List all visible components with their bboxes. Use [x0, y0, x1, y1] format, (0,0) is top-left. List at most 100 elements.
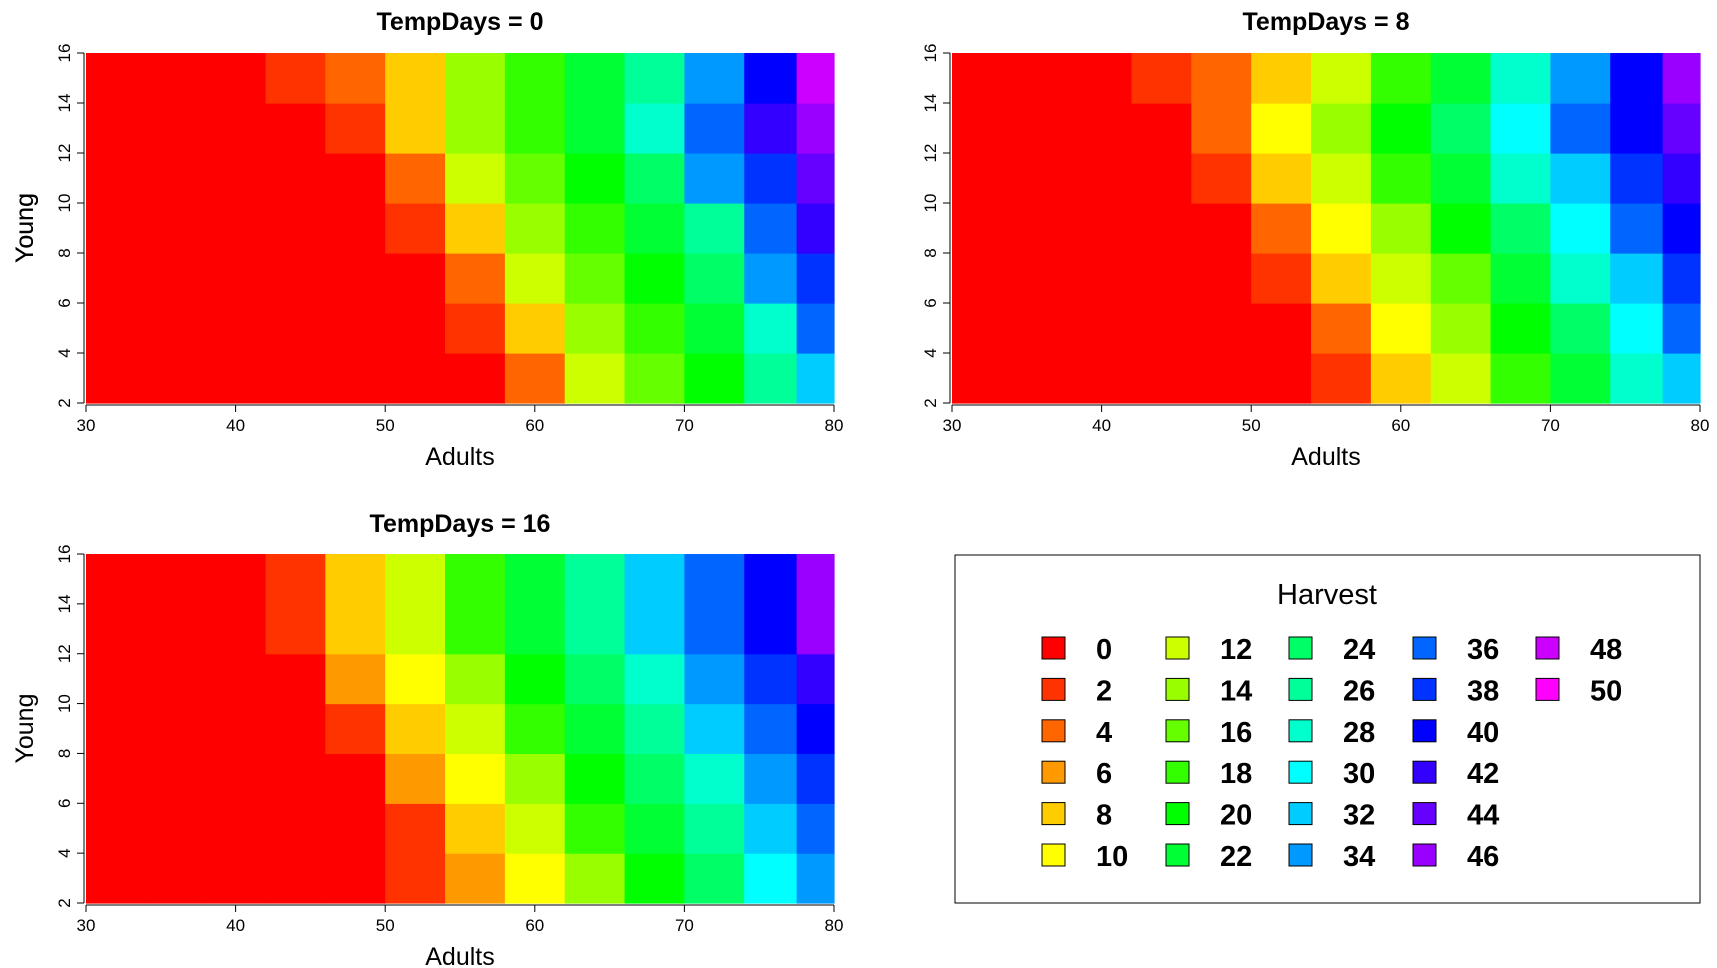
heatmap-cell — [1550, 253, 1611, 304]
heatmap-cell — [952, 253, 1013, 304]
legend-label: 30 — [1343, 758, 1375, 790]
y-tick-label: 2 — [55, 898, 74, 907]
heatmap-cell — [744, 803, 798, 854]
heatmap-cell — [744, 703, 798, 755]
heatmap-cell — [1191, 203, 1252, 254]
heatmap-cell — [445, 203, 506, 254]
heatmap-cell — [1011, 53, 1073, 104]
heatmap-cell — [744, 203, 798, 254]
heatmap-cell — [564, 803, 626, 854]
legend-swatch — [1041, 677, 1066, 701]
y-tick-label: 2 — [921, 398, 940, 407]
heatmap-cell — [564, 853, 626, 904]
heatmap-cell — [445, 253, 506, 304]
heatmap-cell — [1011, 253, 1073, 304]
heatmap-cell — [205, 853, 267, 904]
legend-label: 16 — [1220, 717, 1252, 749]
heatmap-cell — [684, 53, 745, 104]
x-tick-label: 40 — [1092, 416, 1111, 435]
legend-swatch — [1165, 719, 1190, 743]
heatmap-cell — [684, 103, 745, 154]
heatmap-cell — [684, 703, 745, 755]
heatmap-cell — [1131, 53, 1192, 104]
legend-swatch — [1412, 719, 1437, 743]
legend-swatch — [1288, 636, 1313, 660]
heatmap-cell — [385, 253, 446, 304]
x-axis-label: Adults — [425, 943, 494, 968]
legend-label: 40 — [1467, 717, 1499, 749]
legend-label: 26 — [1343, 675, 1375, 707]
heatmap-cell — [504, 853, 566, 904]
heatmap-cell — [205, 653, 267, 705]
heatmap-cell — [564, 554, 626, 605]
legend-item: 40 — [1412, 717, 1499, 749]
heatmap-panel-2: TempDays = 16 30 40 50 60 70 80 Adults 2 4 6 8 10 12 1… — [11, 510, 843, 968]
y-tick-label: 8 — [55, 248, 74, 257]
heatmap-cell — [1191, 53, 1252, 104]
heatmap-cell — [1550, 53, 1611, 104]
legend-swatch — [1412, 636, 1437, 660]
y-tick-label: 4 — [55, 848, 74, 857]
heatmap-cell — [1430, 353, 1492, 404]
heatmap-cell — [265, 803, 326, 854]
legend-swatch — [1165, 677, 1190, 701]
heatmap-cell — [1610, 203, 1664, 254]
heatmap-cell — [564, 753, 626, 804]
heatmap-cell — [504, 53, 566, 104]
heatmap-cell — [86, 703, 147, 755]
y-tick-label: 4 — [55, 348, 74, 357]
x-tick-label: 60 — [525, 416, 544, 435]
panel-title: TempDays = 8 — [1243, 8, 1410, 36]
heatmap-cell — [205, 803, 267, 854]
heatmap-cell — [145, 603, 207, 655]
heatmap-cell — [684, 603, 745, 655]
y-tick-label: 16 — [921, 44, 940, 63]
heatmap-cell — [205, 353, 267, 404]
heatmap-cell — [796, 803, 835, 854]
x-tick-label: 70 — [675, 416, 694, 435]
y-tick-label: 14 — [55, 594, 74, 613]
y-tick-label: 6 — [55, 298, 74, 307]
legend-item: 34 — [1288, 841, 1375, 873]
legend-swatch — [1412, 760, 1437, 784]
heatmap-cell — [265, 603, 326, 655]
heatmap-cell — [86, 253, 147, 304]
heatmap-cell — [744, 353, 798, 404]
heatmap-cell — [1071, 103, 1133, 154]
heatmap-cell — [952, 203, 1013, 254]
legend-item: 50 — [1535, 675, 1622, 707]
y-tick-label: 4 — [921, 348, 940, 357]
legend-item: 6 — [1041, 758, 1112, 790]
heatmap-cell — [1662, 353, 1701, 404]
heatmap-cell — [684, 554, 745, 605]
heatmap-cell — [385, 103, 446, 154]
heatmap-cell — [624, 603, 685, 655]
heatmap-cell — [325, 703, 386, 755]
heatmap-cell — [504, 303, 566, 354]
heatmap-cell — [1370, 353, 1432, 404]
heatmap-cell — [145, 653, 207, 705]
heatmap-cell — [564, 253, 626, 304]
heatmap-cell — [86, 603, 147, 655]
heatmap-cell — [1370, 203, 1432, 254]
heatmap-cells — [86, 53, 835, 404]
heatmap-cell — [1251, 103, 1312, 154]
heatmap-cell — [86, 554, 147, 605]
heatmap-cell — [744, 853, 798, 904]
legend-label: 0 — [1096, 634, 1112, 666]
legend-swatch — [1165, 802, 1190, 826]
heatmap-cell — [1370, 153, 1432, 204]
heatmap-cell — [265, 703, 326, 755]
heatmap-cell — [385, 803, 446, 854]
heatmap-cell — [265, 653, 326, 705]
heatmap-cell — [265, 253, 326, 304]
heatmap-cell — [564, 153, 626, 204]
heatmap-cell — [325, 353, 386, 404]
heatmap-cell — [1251, 253, 1312, 304]
heatmap-cell — [624, 554, 685, 605]
legend-swatch — [1041, 719, 1066, 743]
legend-label: 50 — [1590, 675, 1622, 707]
heatmap-cell — [325, 53, 386, 104]
heatmap-cell — [564, 353, 626, 404]
legend-item: 46 — [1412, 841, 1499, 873]
